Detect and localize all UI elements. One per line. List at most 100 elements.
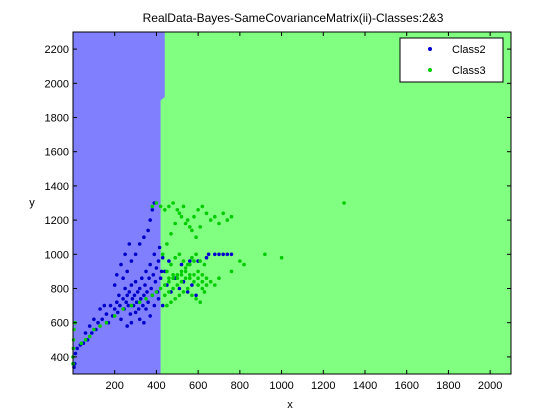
y-tick-label-1200: 1200 [45, 215, 69, 227]
x-tick-label-600: 600 [189, 380, 207, 392]
point-class2-27 [127, 290, 132, 294]
point-class2-11 [104, 312, 109, 316]
point-class2-92 [221, 252, 225, 257]
point-class3-21 [167, 279, 171, 284]
point-class3-79 [150, 204, 155, 209]
point-class2-3 [75, 346, 79, 351]
x-tick-label-800: 800 [231, 380, 249, 392]
legend-entry-class2: Class2 [452, 44, 486, 56]
x-tick-label-1800: 1800 [436, 380, 460, 392]
point-class2-82 [152, 303, 157, 308]
point-class3-63 [175, 208, 180, 212]
point-class3-87 [194, 252, 198, 257]
point-class3-20 [163, 283, 167, 287]
point-class3-82 [173, 255, 177, 260]
point-class2-99 [179, 262, 184, 267]
point-class2-62 [129, 259, 134, 263]
point-class3-23 [175, 273, 180, 277]
point-class2-37 [137, 286, 142, 291]
point-class2-74 [127, 242, 132, 246]
point-class3-53 [173, 221, 177, 226]
point-class3-24 [179, 269, 184, 274]
point-class2-51 [152, 252, 157, 257]
point-class2-41 [142, 293, 146, 298]
point-class2-86 [137, 317, 142, 322]
point-class3-64 [179, 214, 184, 219]
point-class2-78 [87, 324, 92, 328]
point-class3-33 [175, 283, 180, 287]
point-class3-67 [192, 214, 196, 219]
y-tick-label-600: 600 [51, 318, 69, 330]
point-class2-33 [133, 279, 138, 284]
y-tick-label-2000: 2000 [45, 78, 69, 90]
point-class2-55 [156, 259, 161, 263]
point-class3-9 [92, 327, 96, 332]
point-class3-44 [181, 290, 186, 294]
point-class3-78 [158, 204, 163, 209]
point-class3-94 [242, 262, 246, 267]
point-class3-29 [200, 273, 205, 277]
point-class3-90 [263, 252, 267, 257]
point-class2-47 [148, 262, 152, 267]
point-class3-61 [167, 204, 171, 209]
point-class2-53 [154, 266, 159, 270]
point-class3-54 [177, 211, 182, 216]
y-tick-label-400: 400 [51, 352, 69, 364]
y-tick-label-1600: 1600 [45, 147, 69, 159]
point-class3-93 [238, 259, 242, 263]
point-class3-51 [165, 242, 169, 246]
point-class3-92 [342, 201, 346, 205]
point-class3-109 [204, 283, 209, 287]
point-class2-89 [125, 324, 129, 328]
point-class3-13 [121, 307, 125, 311]
point-class3-18 [154, 290, 159, 294]
point-class3-102 [175, 276, 180, 281]
point-class3-3 [71, 338, 76, 342]
point-class3-42 [173, 297, 177, 301]
point-class2-83 [156, 297, 161, 301]
point-class2-70 [112, 283, 117, 287]
point-class2-16 [115, 300, 119, 305]
point-class3-105 [188, 276, 192, 281]
point-class3-66 [188, 225, 192, 229]
x-tick-label-200: 200 [106, 380, 124, 392]
point-class2-34 [134, 300, 139, 305]
point-class2-60 [121, 276, 125, 281]
point-class2-105 [185, 290, 190, 294]
point-class2-57 [158, 276, 163, 281]
point-class2-71 [115, 273, 119, 277]
point-class2-96 [213, 252, 217, 257]
point-class3-91 [279, 255, 284, 260]
point-class3-62 [171, 201, 175, 205]
point-class3-86 [190, 255, 194, 260]
point-class2-21 [121, 297, 125, 301]
point-class3-89 [202, 262, 207, 267]
point-class2-20 [119, 317, 123, 322]
axes-box [72, 31, 512, 375]
point-class3-73 [217, 221, 221, 226]
point-class3-107 [196, 276, 200, 281]
point-class2-65 [142, 235, 146, 239]
point-class2-98 [188, 259, 192, 263]
point-class2-39 [140, 276, 144, 281]
point-class2-52 [153, 279, 158, 284]
point-class3-39 [200, 286, 205, 291]
point-class3-41 [169, 300, 173, 305]
point-class2-2 [73, 351, 78, 356]
point-class3-7 [83, 338, 88, 342]
point-class3-36 [188, 273, 192, 277]
point-class2-58 [159, 269, 164, 274]
point-class2-50 [151, 273, 156, 277]
point-class3-99 [204, 276, 209, 281]
y-tick-label-1800: 1800 [45, 113, 69, 125]
legend-entry-class3: Class3 [452, 65, 486, 77]
axis-ticks: 200 400 600 800 1000 1200 1400 1600 1800 2000 400 6… [45, 32, 511, 392]
point-class2-44 [145, 290, 149, 294]
point-class3-100 [167, 276, 171, 281]
point-class3-108 [200, 279, 205, 284]
point-class2-43 [144, 269, 148, 274]
decision-regions [73, 32, 511, 374]
point-class2-36 [136, 307, 141, 311]
point-class3-38 [196, 283, 200, 287]
point-class2-35 [135, 290, 140, 294]
